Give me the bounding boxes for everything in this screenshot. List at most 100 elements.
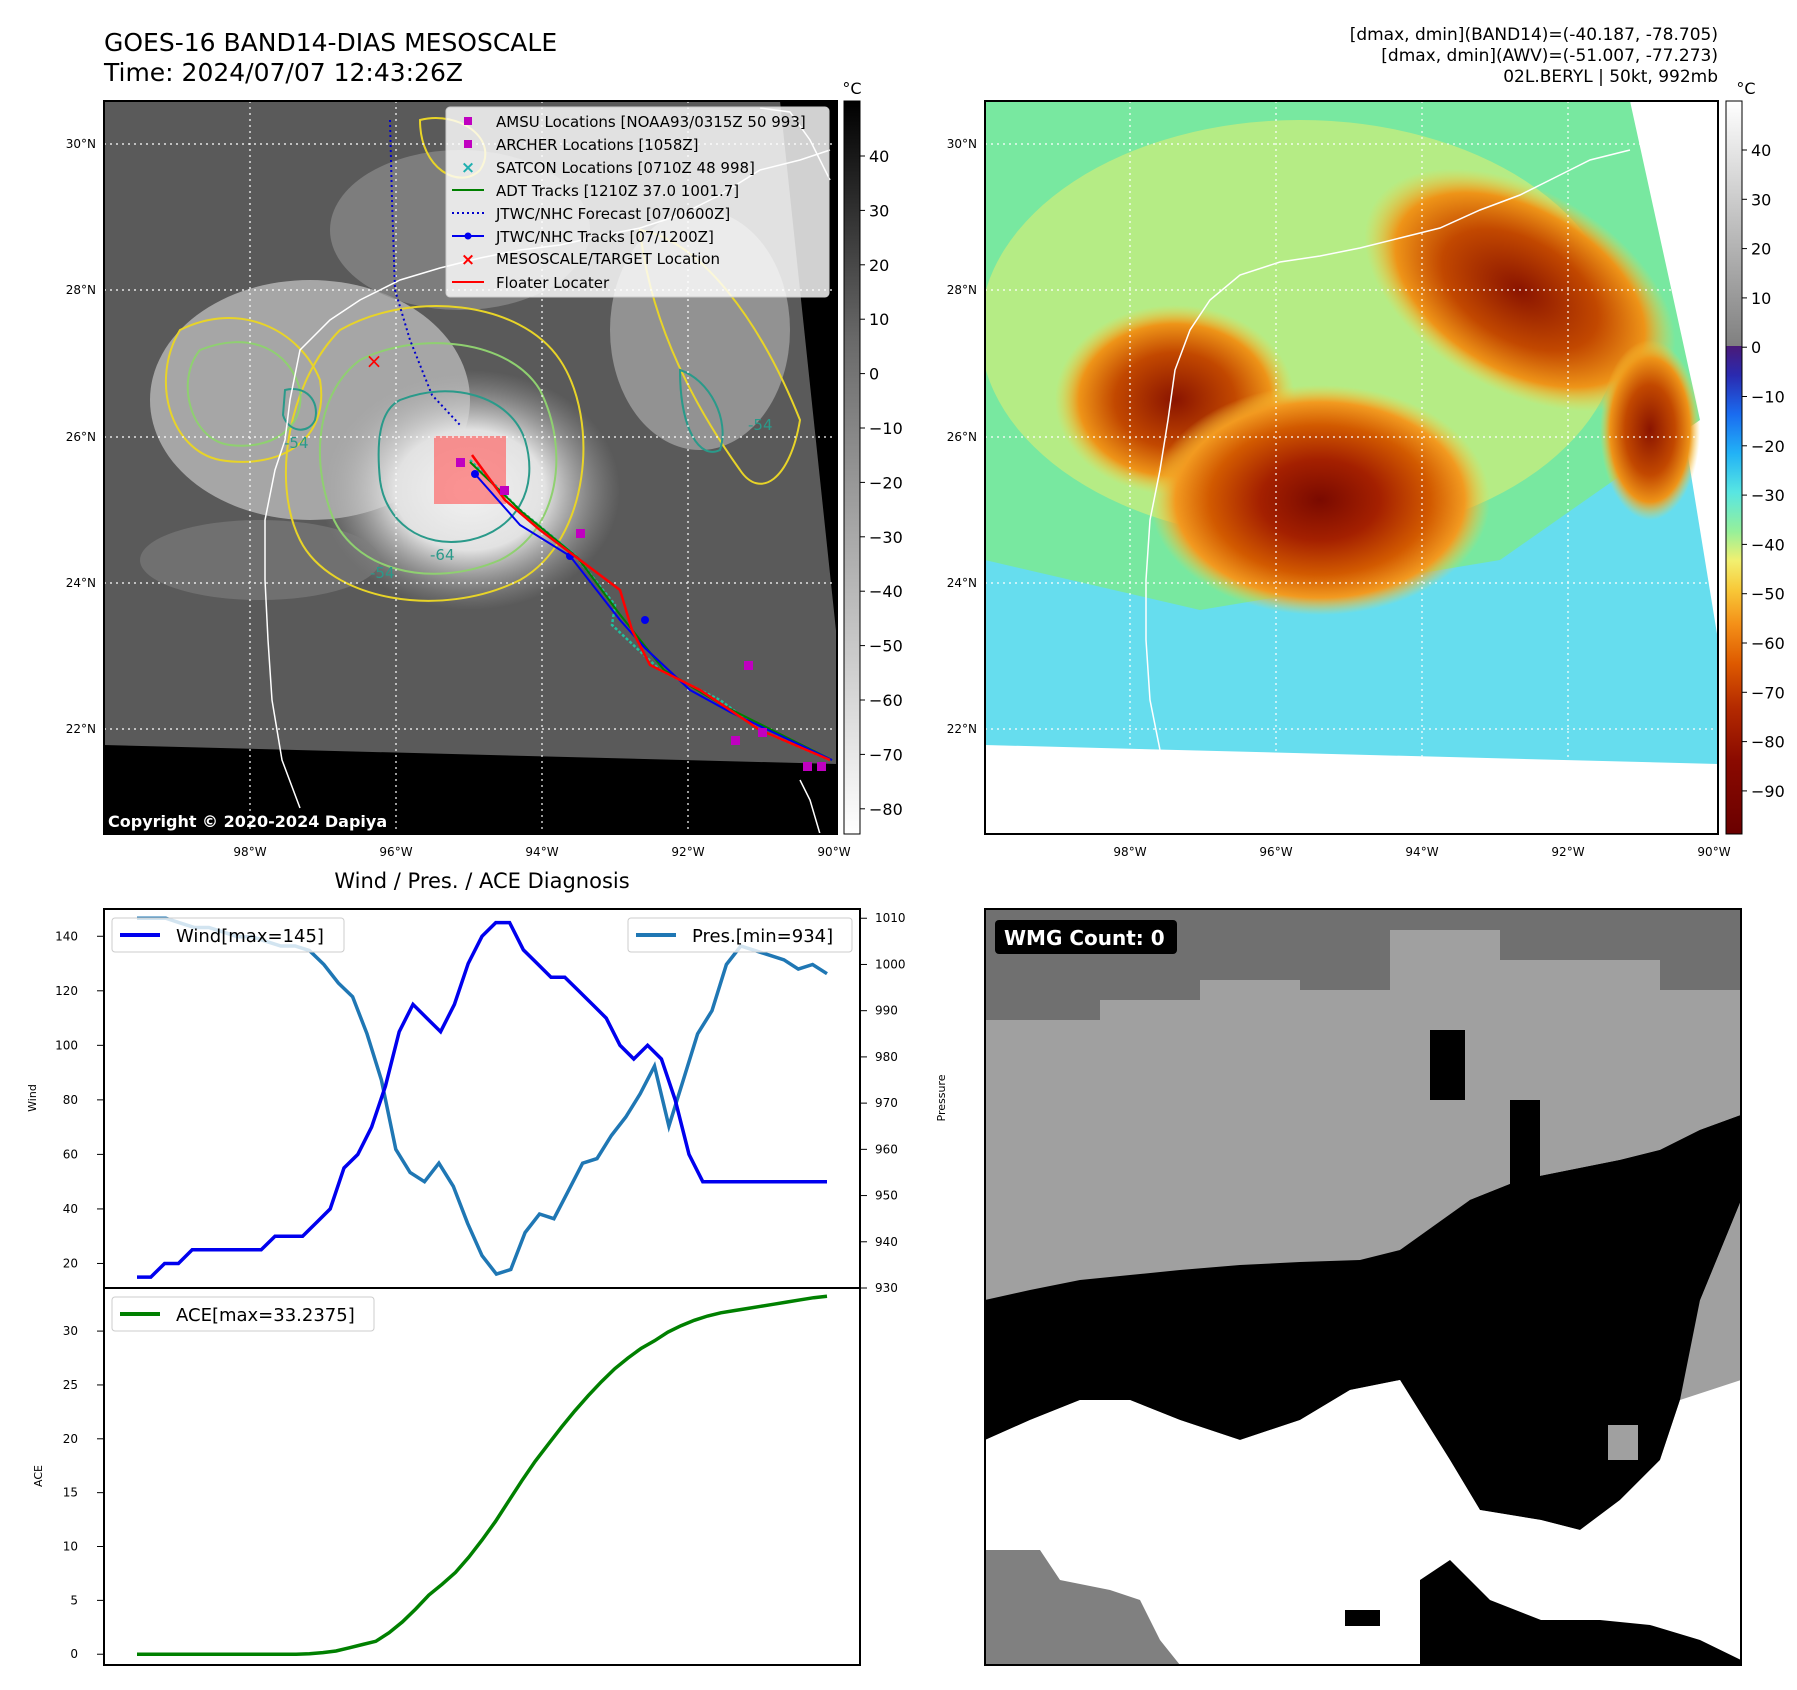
legend-label: JTWC/NHC Tracks [07/1200Z] — [495, 228, 714, 246]
colorbar-tick-label: 0 — [1751, 338, 1761, 357]
contour-label-4: -54 — [748, 416, 773, 434]
colorbar-tick-label: −50 — [1751, 585, 1785, 604]
pressure-axis-title: Pressure — [935, 1074, 948, 1121]
wmg-panel — [985, 909, 1741, 1665]
contour-label-3: -64 — [430, 546, 455, 564]
figure-title: GOES-16 BAND14-DIAS MESOSCALE — [104, 28, 557, 57]
legend-entry: × MESOSCALE/TARGET Location — [461, 250, 720, 270]
lat-label: 26°N — [66, 430, 96, 444]
svg-text:×: × — [461, 250, 475, 270]
diagnosis-title: Wind / Pres. / ACE Diagnosis — [334, 869, 629, 893]
wmg-gray-sw — [985, 1550, 1180, 1665]
colorbar-tick-label: −60 — [869, 691, 903, 710]
colorbar-tick-label: −50 — [869, 637, 903, 656]
lon-label: 96°W — [379, 845, 412, 859]
colorbar-tick-label: −40 — [1751, 535, 1785, 554]
lon-label: 98°W — [233, 845, 266, 859]
colorbar-tick-label: −30 — [869, 528, 903, 547]
ace-tick-label: 0 — [70, 1647, 78, 1661]
wind-legend-label: Wind[max=145] — [176, 926, 324, 947]
lon-label: 94°W — [1405, 845, 1438, 859]
contour-label-1: -54 — [284, 434, 309, 452]
lat-label: 22°N — [947, 722, 977, 736]
wind-tick-label: 120 — [55, 984, 78, 998]
legend-entry: ADT Tracks [1210Z 37.0 1001.7] — [452, 182, 739, 200]
colorbar-color-unit: °C — [1736, 79, 1755, 98]
legend-label: ADT Tracks [1210Z 37.0 1001.7] — [496, 182, 739, 200]
ace-tick-label: 15 — [63, 1486, 78, 1500]
colorbar-gray-ticks: 40 30 20 10 0 −10 −20 −30 −40 −50 −60 −70 −80 — [860, 147, 903, 819]
copyright-label: Copyright © 2020-2024 Dapiya — [108, 812, 387, 831]
pressure-tick-label: 930 — [875, 1281, 898, 1295]
color-map-frame — [984, 100, 1719, 835]
cloud-streak-sw — [140, 520, 380, 600]
wmg-black-mid — [1400, 1115, 1741, 1380]
colorbar-tick-label: 30 — [869, 201, 889, 220]
wmg-black-sw — [1420, 1560, 1741, 1665]
color-map-band-east — [1600, 340, 1700, 520]
legend-entry: × SATCON Locations [0710Z 48 998] — [461, 158, 755, 178]
ace-legend-label: ACE[max=33.2375] — [176, 1305, 355, 1326]
wind-tick-label: 140 — [55, 929, 78, 943]
ace-tick-label: 30 — [63, 1324, 78, 1338]
ace-frame — [103, 1287, 861, 1666]
colorbar-tick-label: −70 — [1751, 683, 1785, 702]
ir-map-frame — [103, 100, 838, 835]
pressure-legend-label: Pres.[min=934] — [692, 926, 833, 947]
wind-tick-label: 100 — [55, 1038, 78, 1052]
wind-legend-box — [111, 917, 345, 953]
wind-tick-label: 40 — [63, 1202, 78, 1216]
map-legend: AMSU Locations [NOAA93/0315Z 50 993] ARC… — [445, 106, 830, 298]
colorbar-tick-label: 10 — [869, 310, 889, 329]
lat-label: 28°N — [66, 283, 96, 297]
colorbar-tick-label: 0 — [869, 365, 879, 384]
legend-entry: AMSU Locations [NOAA93/0315Z 50 993] — [464, 113, 806, 131]
ace-tick-label: 10 — [63, 1540, 78, 1554]
colorbar-tick-label: −80 — [869, 800, 903, 819]
forecast-track — [389, 119, 461, 426]
colorbar-tick-label: 40 — [1751, 141, 1771, 160]
lon-label: 98°W — [1113, 845, 1146, 859]
contour-label-2: -54 — [370, 564, 395, 582]
ace-tick-label: 5 — [70, 1593, 78, 1607]
nhc-track — [474, 473, 833, 761]
wind-tick-label: 20 — [63, 1256, 78, 1270]
colorbar-tick-label: 40 — [869, 147, 889, 166]
nhc-track-point — [641, 616, 649, 624]
pressure-axis: 930 940 950 960 970 980 990 1000 1010 — [860, 911, 906, 1295]
pressure-legend-box — [627, 917, 853, 953]
lat-label: 24°N — [947, 576, 977, 590]
wmg-black-spot — [1430, 1030, 1465, 1100]
colorbar-color-ticks: 40 30 20 10 0 −10 −20 −30 −40 −50 −60 −70 −80 −90 — [1742, 141, 1785, 801]
colorbar-color-top — [1726, 101, 1742, 346]
wind-tick-label: 80 — [63, 1093, 78, 1107]
colorbar-gray-unit: °C — [842, 79, 861, 98]
ace-plot — [137, 1294, 828, 1656]
floater-track — [470, 454, 831, 762]
ir-map-lon-labels: 98°W 96°W 94°W 92°W 90°W — [233, 845, 850, 859]
floater-box — [434, 436, 506, 504]
wind-tick-label: 60 — [63, 1147, 78, 1161]
pressure-tick-label: 970 — [875, 1096, 898, 1110]
legend-entry: JTWC/NHC Forecast [07/0600Z] — [452, 205, 730, 223]
ace-tick-label: 25 — [63, 1378, 78, 1392]
lon-label: 90°W — [1697, 845, 1730, 859]
legend-entry: Floater Locater — [452, 274, 610, 292]
lat-label: 26°N — [947, 430, 977, 444]
wmg-frame — [984, 908, 1742, 1666]
pressure-tick-label: 1010 — [875, 911, 906, 925]
ace-line — [137, 1294, 828, 1656]
colorbar-tick-label: −70 — [869, 745, 903, 764]
target-marker: × — [366, 349, 383, 373]
wmg-count-label: WMG Count: 0 — [1004, 926, 1165, 950]
ir-map-panel: -54 -54 -64 -54 — [104, 101, 837, 834]
colorbar-tick-label: −30 — [1751, 486, 1785, 505]
colorbar-tick-label: −20 — [1751, 437, 1785, 456]
colorbar-color-bottom — [1726, 346, 1742, 834]
color-map-lat-labels: 30°N 28°N 26°N 24°N 22°N — [947, 137, 977, 736]
wind-pres-frame — [103, 908, 861, 1289]
pressure-tick-label: 990 — [875, 1004, 898, 1018]
colorbar-tick-label: −40 — [869, 582, 903, 601]
colorbar-tick-label: 10 — [1751, 289, 1771, 308]
